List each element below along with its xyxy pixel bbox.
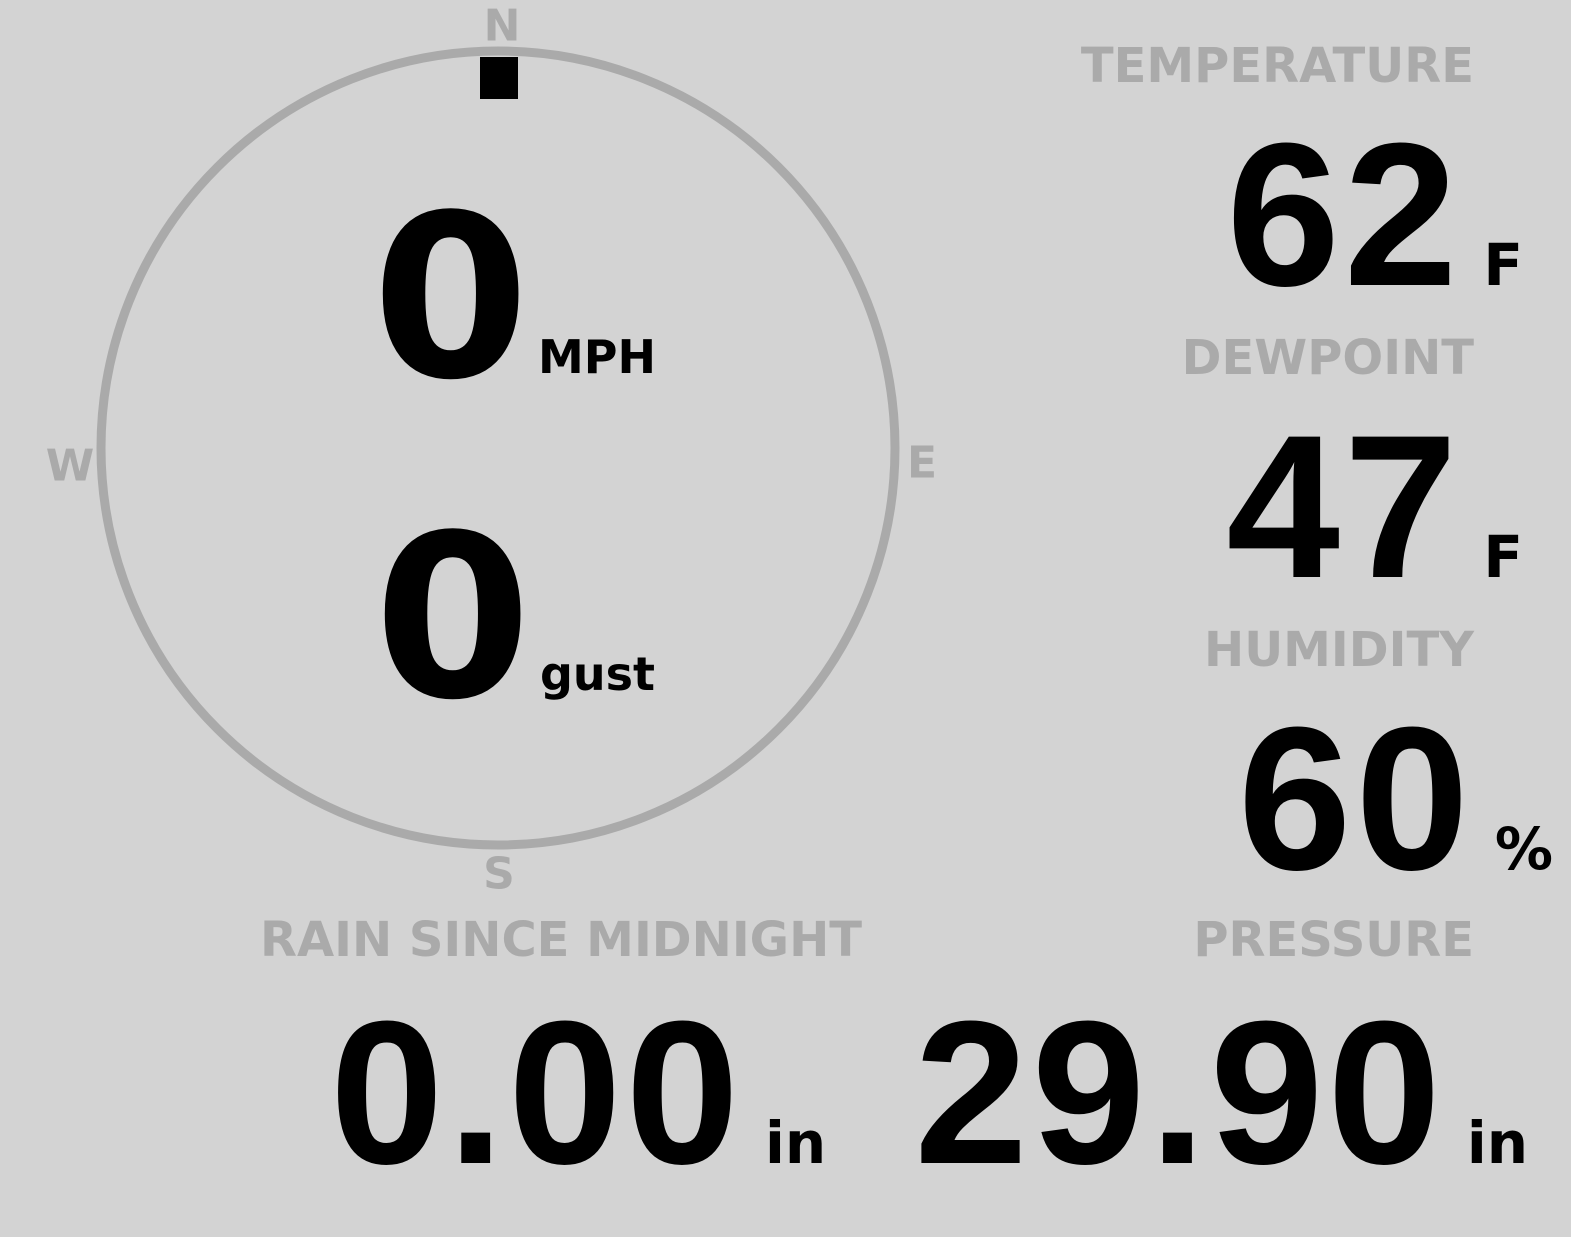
wind-gust-value: 0 (374, 487, 532, 750)
dewpoint-label: DEWPOINT (1181, 330, 1474, 386)
pressure-label: PRESSURE (1193, 912, 1474, 968)
dewpoint-value: 47 (1226, 393, 1462, 621)
compass-east: E (906, 437, 938, 489)
temperature-unit: F (1483, 231, 1523, 299)
wind-speed-unit: MPH (538, 330, 656, 384)
wind-speed-value: 0 (372, 167, 530, 430)
compass-south: S (483, 848, 515, 900)
compass-ring (96, 46, 900, 850)
humidity-value: 60 (1237, 685, 1473, 913)
pressure-unit: in (1466, 1109, 1528, 1177)
compass-north: N (483, 0, 521, 52)
rain-unit: in (765, 1109, 827, 1177)
rain-label: RAIN SINCE MIDNIGHT (260, 912, 862, 968)
wind-gust-unit: gust (540, 647, 656, 701)
temperature-label: TEMPERATURE (1080, 38, 1474, 94)
dewpoint-unit: F (1483, 523, 1523, 591)
rain-value: 0.00 (330, 979, 744, 1207)
humidity-label: HUMIDITY (1204, 622, 1474, 678)
temperature-value: 62 (1226, 101, 1462, 329)
pressure-value: 29.90 (914, 979, 1445, 1207)
compass-west: W (45, 440, 95, 492)
humidity-unit: % (1494, 815, 1553, 883)
direction-marker-icon (480, 57, 518, 99)
